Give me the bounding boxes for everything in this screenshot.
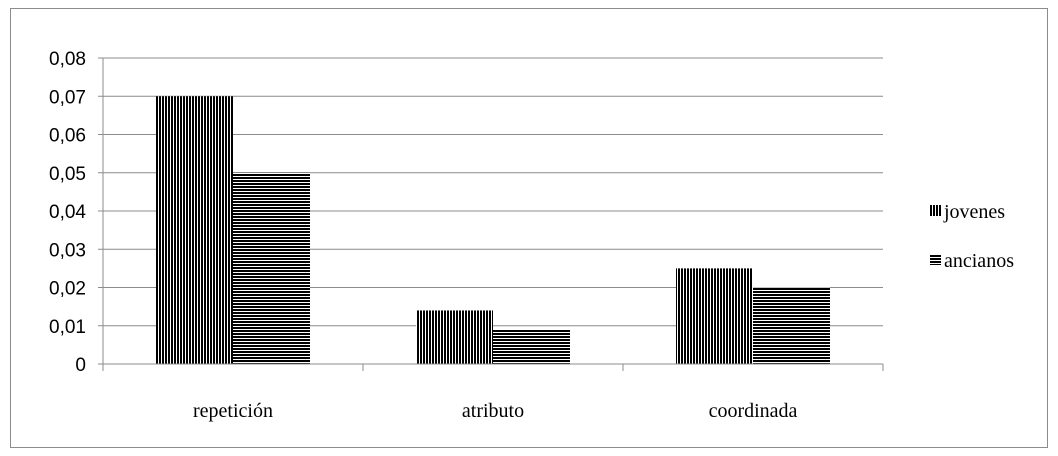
y-tick-label: 0,07	[49, 87, 86, 108]
bars	[156, 96, 830, 364]
y-tick-label: 0,05	[49, 164, 86, 185]
y-tick-label: 0,06	[49, 126, 86, 147]
bar-jovenes-repetición	[156, 96, 233, 364]
y-tick-labels: 0 0,01 0,02 0,03 0,04 0,05 0,06 0,07 0,08	[49, 49, 86, 376]
x-tick-label: repetición	[193, 400, 273, 422]
x-tick-labels: repetición atributo coordinada	[193, 400, 798, 422]
bar-ancianos-repetición	[233, 172, 310, 364]
bar-jovenes-atributo	[416, 310, 493, 364]
y-tick-label: 0,03	[49, 240, 86, 261]
legend-label-jovenes: jovenes	[943, 201, 1005, 223]
y-tick-label: 0,08	[49, 49, 86, 70]
y-tick-label: 0	[75, 355, 86, 376]
y-tick-label: 0,02	[49, 279, 86, 300]
legend-label-ancianos: ancianos	[944, 250, 1014, 272]
legend: jovenes ancianos	[930, 201, 1014, 272]
legend-swatch-jovenes	[930, 205, 941, 216]
y-tick-label: 0,01	[49, 317, 86, 338]
legend-swatch-ancianos	[930, 254, 941, 265]
bar-ancianos-atributo	[493, 329, 570, 364]
bar-ancianos-coordinada	[753, 287, 830, 364]
bar-jovenes-coordinada	[676, 268, 753, 364]
y-tick-label: 0,04	[49, 202, 86, 223]
x-tick-label: coordinada	[709, 400, 798, 422]
x-tick-label: atributo	[462, 400, 524, 422]
axes	[98, 57, 884, 371]
